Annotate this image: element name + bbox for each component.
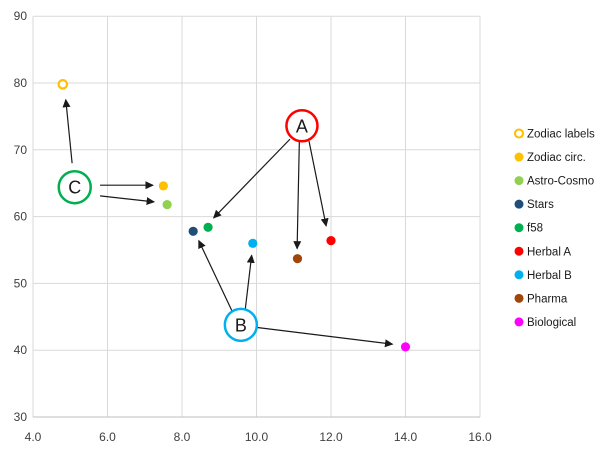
legend-item-stars: Stars [514, 199, 554, 211]
y-tick-label: 40 [14, 343, 28, 357]
x-tick-label: 14.0 [394, 430, 418, 444]
x-tick-label: 10.0 [245, 430, 269, 444]
annotation-arrow-a [212, 138, 291, 219]
y-tick-label: 30 [14, 410, 28, 424]
data-point-stars [188, 226, 198, 236]
annotation-circle-c: C [57, 169, 92, 205]
legend-marker-circle-icon [514, 199, 524, 209]
data-point-herbal-a [326, 236, 336, 246]
annotation-arrow-a [293, 141, 302, 250]
x-tick-label: 4.0 [25, 430, 42, 444]
legend-marker-circle-icon [514, 293, 524, 303]
annotation-arrow-a [308, 140, 329, 227]
data-point-astro-cosmo [162, 199, 172, 210]
legend-marker-hollow-circle-icon [513, 128, 525, 139]
data-point-f58 [203, 222, 213, 232]
legend-marker-circle-icon [514, 317, 524, 327]
x-tick-label: 16.0 [468, 430, 492, 444]
legend-item-astro-cosmo: Astro-Cosmo [514, 176, 594, 188]
y-tick-label: 60 [14, 210, 28, 224]
data-point-pharma [292, 254, 303, 264]
annotation-arrow-b [257, 326, 394, 348]
annotation-letter-c: C [68, 178, 81, 198]
legend-label: Pharma [527, 293, 568, 305]
legend-item-zodiac-labels: Zodiac labels [513, 128, 595, 141]
annotation-arrow-b [198, 239, 233, 312]
legend: Zodiac labels Zodiac circ. Astro-Cosmo Star… [513, 128, 595, 329]
annotation-arrows [62, 98, 394, 348]
data-points [57, 79, 411, 352]
legend-item-herbal-a: Herbal A [514, 246, 571, 258]
legend-marker-circle-icon [514, 270, 524, 280]
legend-item-pharma: Pharma [514, 293, 568, 305]
x-axis-tick-labels: 4.0 6.0 8.0 10.0 12.0 14.0 16.0 [25, 430, 492, 444]
annotation-ring-c [57, 169, 92, 205]
legend-marker-circle-icon [514, 246, 524, 256]
legend-marker-circle-icon [514, 223, 524, 233]
x-tick-label: 6.0 [99, 430, 116, 444]
legend-label: Herbal A [527, 246, 571, 258]
legend-item-zodiac-circ: Zodiac circ. [514, 152, 586, 164]
annotation-arrow-c [62, 98, 73, 164]
y-tick-label: 90 [14, 9, 28, 23]
annotation-circle-b: B [223, 307, 259, 343]
legend-item-herbal-b: Herbal B [514, 270, 572, 282]
annotation-circles: A B C [57, 109, 319, 343]
x-tick-label: 8.0 [174, 430, 191, 444]
annotation-circle-a: A [285, 109, 319, 143]
legend-label: Herbal B [527, 270, 572, 282]
data-point-biological [400, 342, 411, 352]
legend-marker-circle-icon [514, 152, 524, 162]
legend-label: Astro-Cosmo [527, 176, 594, 188]
legend-label: Stars [527, 199, 554, 211]
annotation-ring-a [285, 109, 319, 143]
data-point-zodiac-labels [57, 79, 69, 90]
y-tick-label: 70 [14, 143, 28, 157]
data-point-herbal-b [248, 238, 258, 248]
legend-label: Zodiac circ. [527, 152, 586, 164]
legend-marker-circle-icon [514, 176, 524, 186]
x-tick-label: 12.0 [319, 430, 343, 444]
legend-item-f58: f58 [514, 223, 543, 235]
legend-label: Zodiac labels [527, 129, 595, 141]
legend-label: Biological [527, 317, 576, 329]
annotation-ring-b [223, 307, 259, 343]
annotation-arrow-c [99, 195, 156, 206]
legend-label: f58 [527, 223, 543, 235]
legend-item-biological: Biological [514, 317, 576, 329]
y-axis-tick-labels: 30 40 50 60 70 80 90 [14, 9, 28, 424]
annotation-arrow-b [244, 254, 255, 309]
annotation-letter-b: B [235, 315, 247, 335]
y-tick-label: 50 [14, 276, 28, 290]
gridlines [32, 15, 481, 418]
y-tick-label: 80 [14, 76, 28, 90]
data-point-zodiac-circ [158, 181, 168, 191]
annotation-letter-a: A [296, 116, 308, 136]
